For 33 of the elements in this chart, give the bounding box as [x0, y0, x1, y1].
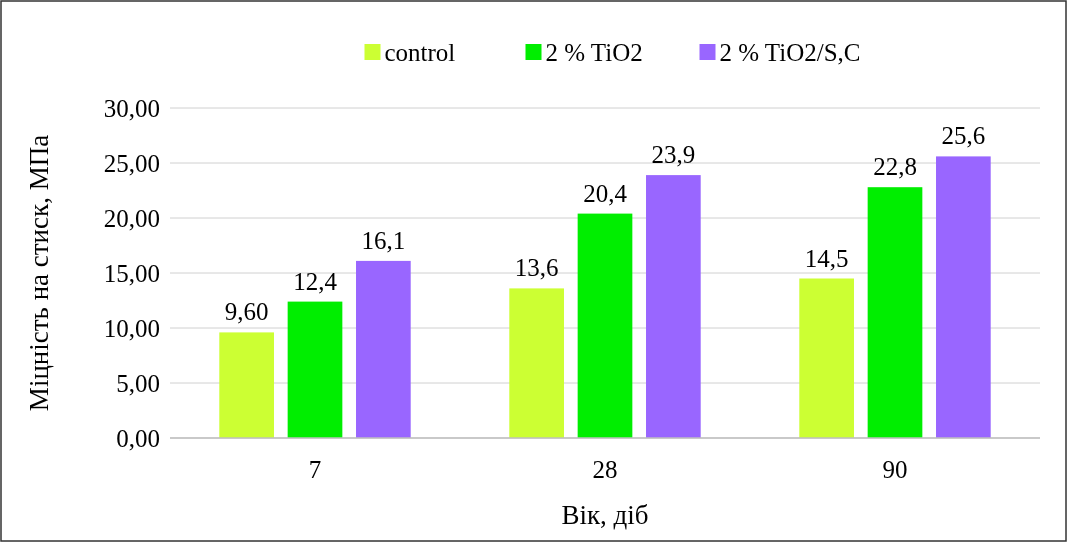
- x-tick-label: 90: [882, 456, 908, 483]
- data-label: 9,60: [224, 298, 269, 326]
- data-label: 20,4: [583, 179, 628, 207]
- data-label: 23,9: [651, 141, 696, 169]
- data-label: 16,1: [361, 226, 406, 254]
- y-tick-label: 25,00: [103, 149, 160, 177]
- bar: [577, 213, 633, 438]
- y-axis-title: Міцність на стиск, МПа: [24, 134, 54, 412]
- legend-label: control: [384, 38, 456, 66]
- y-tick-label: 20,00: [103, 204, 160, 232]
- data-label: 13,6: [514, 254, 559, 282]
- bar: [509, 288, 564, 438]
- legend-label: 2 % TiO2: [545, 38, 643, 66]
- y-tick-label: 30,00: [103, 94, 160, 122]
- y-tick-label: 10,00: [103, 314, 160, 342]
- bar: [219, 332, 274, 438]
- y-tick-label: 0,00: [116, 424, 160, 452]
- bar: [799, 278, 854, 438]
- bar: [287, 301, 343, 438]
- data-label: 25,6: [941, 122, 986, 150]
- x-tick-label: 7: [308, 456, 322, 483]
- data-label: 12,4: [293, 267, 338, 295]
- legend-label: 2 % TiO2/S,C: [719, 38, 861, 66]
- bar: [356, 260, 411, 438]
- data-label: 22,8: [873, 153, 917, 181]
- data-label: 14,5: [804, 244, 849, 272]
- y-tick-label: 15,00: [103, 259, 160, 287]
- x-axis-title: Вік, діб: [561, 500, 649, 530]
- bar: [867, 187, 923, 438]
- bar: [646, 175, 701, 438]
- y-tick-label: 5,00: [116, 369, 160, 397]
- bar: [936, 156, 991, 438]
- x-tick-label: 28: [592, 456, 618, 483]
